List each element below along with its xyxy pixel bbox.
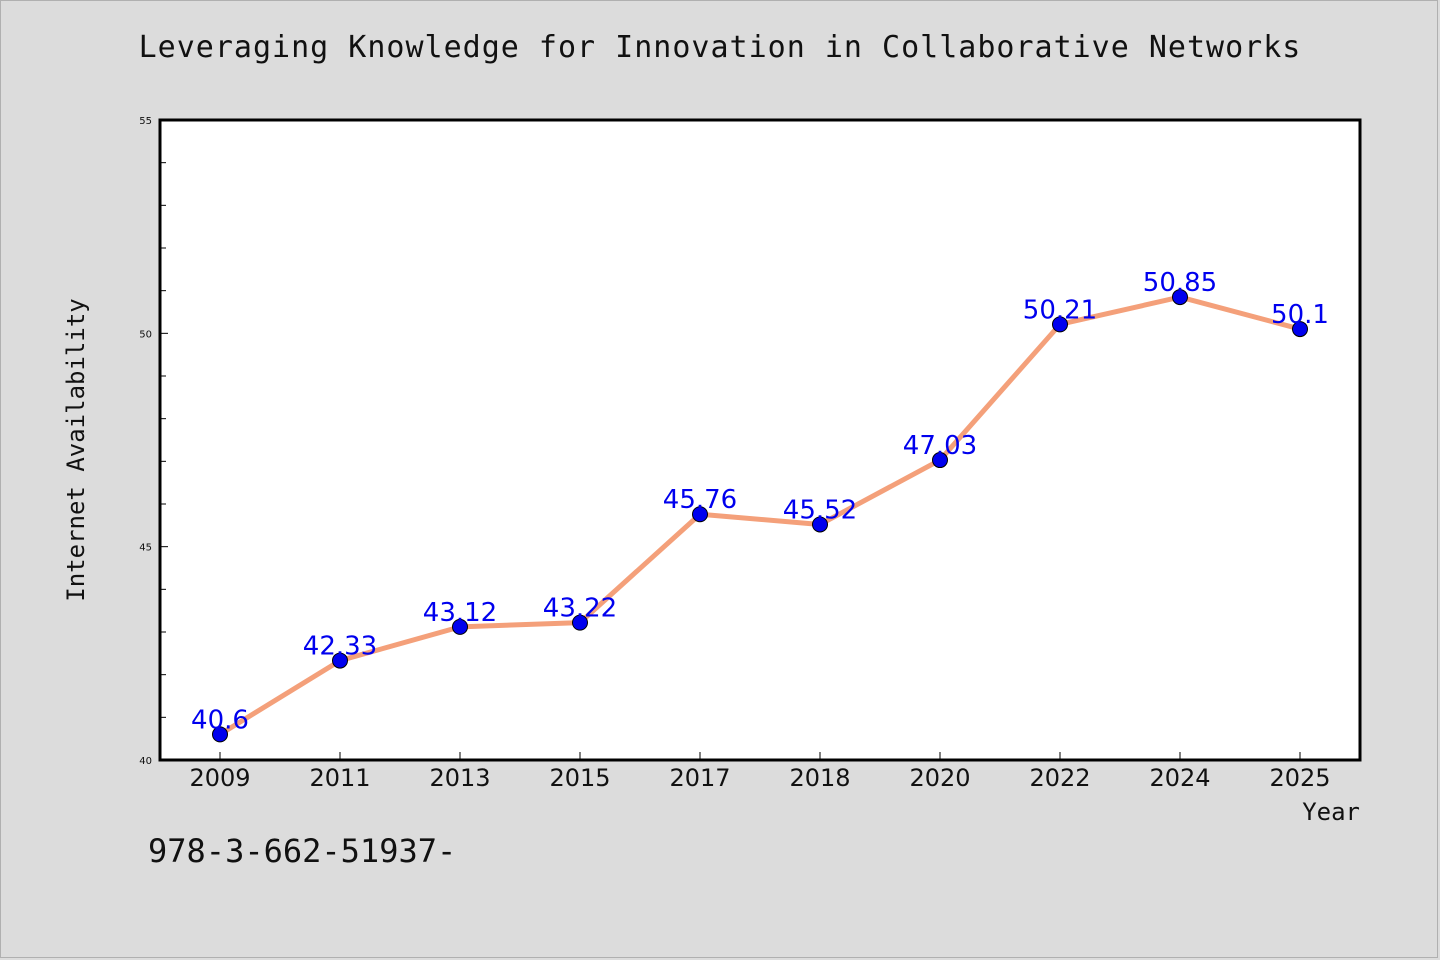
x-tick-label: 2022 bbox=[1029, 764, 1090, 792]
data-point bbox=[1292, 321, 1308, 338]
y-tick-label: 50 bbox=[139, 329, 152, 340]
data-label: 40.6 bbox=[191, 705, 249, 735]
data-point bbox=[932, 452, 948, 469]
data-point bbox=[692, 506, 708, 523]
data-point bbox=[212, 726, 228, 743]
data-label: 50.85 bbox=[1143, 268, 1217, 298]
x-tick-label: 2015 bbox=[549, 764, 610, 792]
chart-title: Leveraging Knowledge for Innovation in C… bbox=[138, 30, 1302, 65]
x-tick-label: 2013 bbox=[429, 764, 490, 792]
data-point bbox=[452, 618, 468, 635]
data-label: 50.21 bbox=[1023, 295, 1097, 325]
data-label: 47.03 bbox=[903, 431, 977, 461]
data-label: 45.76 bbox=[663, 485, 737, 515]
x-tick-label: 2025 bbox=[1269, 764, 1330, 792]
y-axis-title: Internet Availability bbox=[62, 298, 90, 601]
x-tick-label: 2024 bbox=[1149, 764, 1210, 792]
x-tick-label: 2011 bbox=[309, 764, 370, 792]
x-axis-title: Year bbox=[1302, 798, 1360, 826]
data-label: 43.22 bbox=[543, 594, 617, 624]
data-point bbox=[1052, 316, 1068, 333]
series-line bbox=[218, 294, 1301, 737]
y-tick-label: 40 bbox=[139, 756, 152, 767]
data-label: 45.52 bbox=[783, 495, 857, 525]
data-point bbox=[572, 614, 588, 631]
data-point bbox=[1172, 289, 1188, 306]
footnote-text: 978-3-662-51937- bbox=[148, 832, 457, 870]
data-label: 43.12 bbox=[423, 598, 497, 628]
x-tick-label: 2020 bbox=[909, 764, 970, 792]
data-label: 42.33 bbox=[303, 632, 377, 662]
y-tick-label: 55 bbox=[139, 116, 152, 127]
x-tick-label: 2009 bbox=[189, 764, 250, 792]
y-tick-label: 45 bbox=[139, 543, 152, 554]
x-tick-label: 2018 bbox=[789, 764, 850, 792]
data-label: 50.1 bbox=[1271, 300, 1329, 330]
data-point bbox=[332, 652, 348, 669]
x-tick-label: 2017 bbox=[669, 764, 730, 792]
data-point bbox=[812, 516, 828, 533]
